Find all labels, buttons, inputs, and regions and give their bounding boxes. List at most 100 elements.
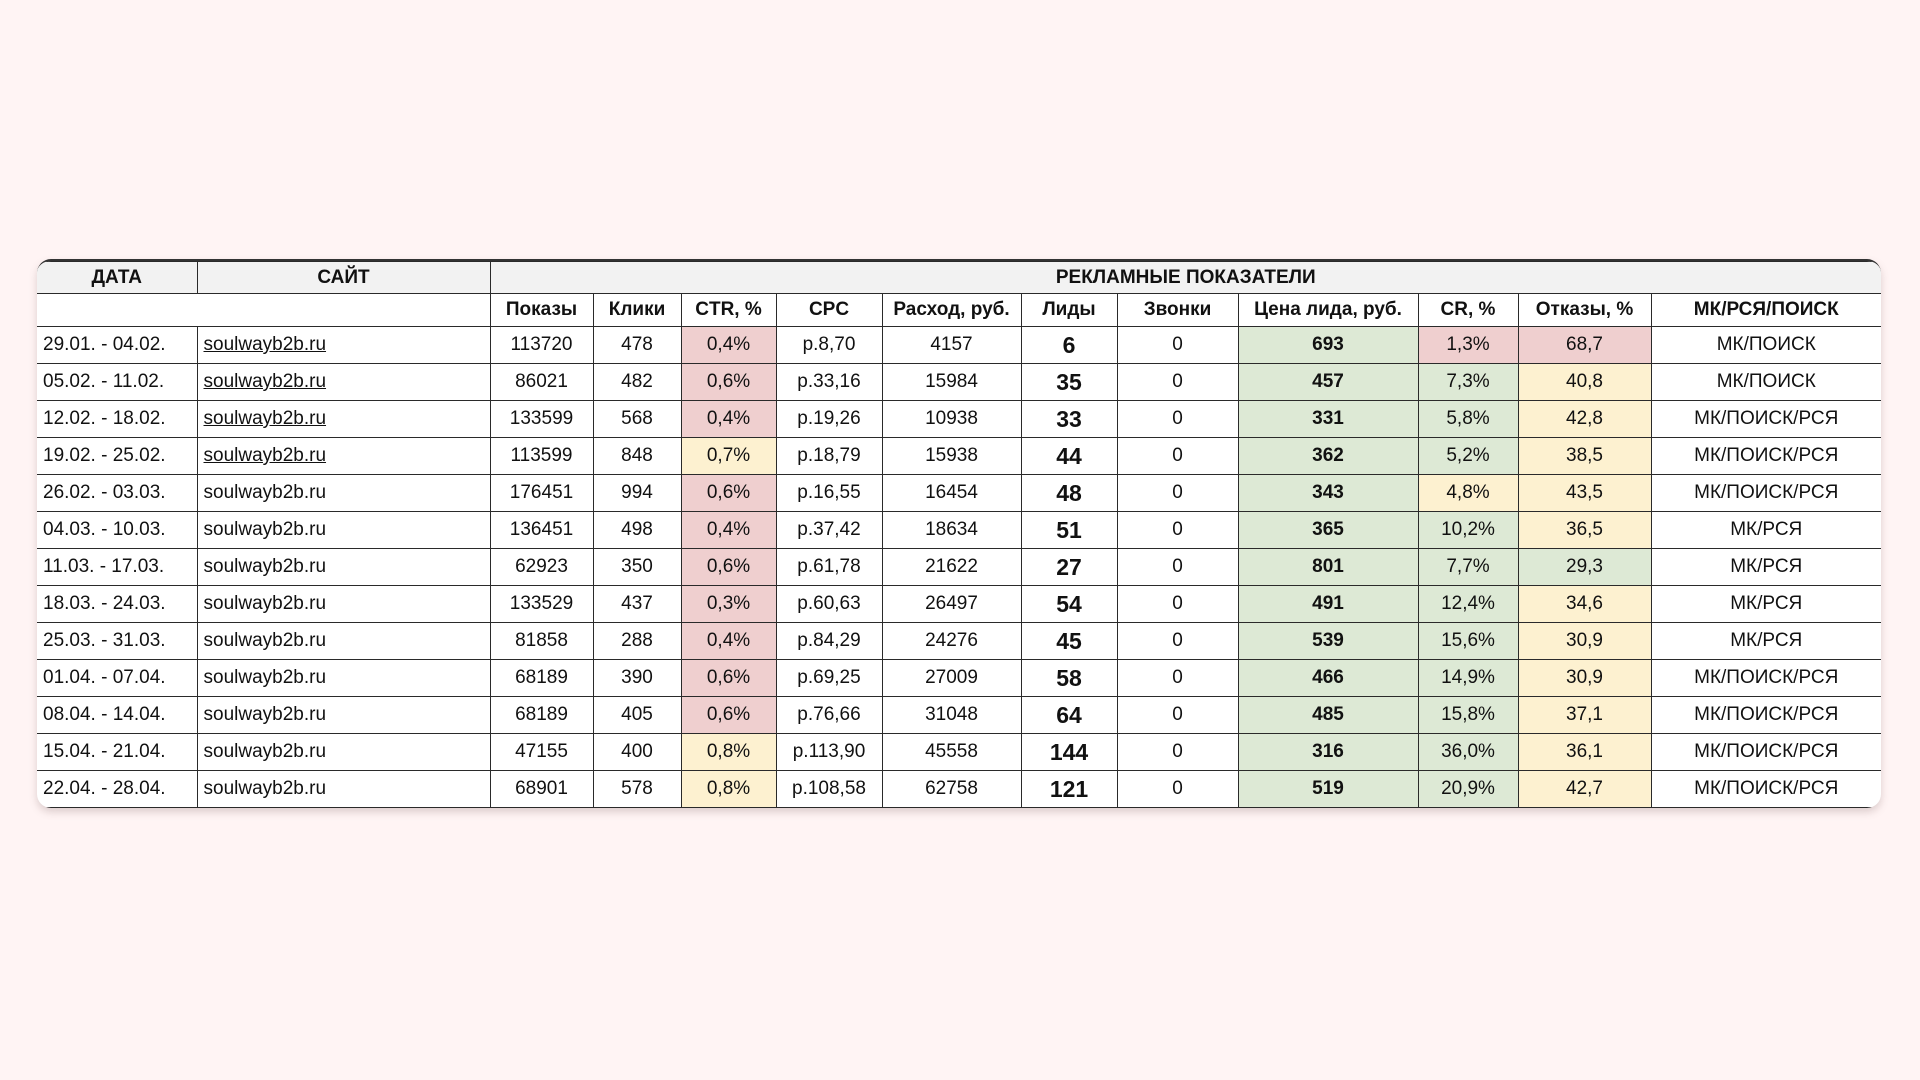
- shows-value: 113720: [510, 334, 573, 355]
- cell-bounce: 34,6: [1517, 585, 1652, 623]
- channel-value: МК/ПОИСК: [1716, 334, 1816, 355]
- price-value: 519: [1312, 778, 1344, 799]
- cell-price: 331: [1237, 400, 1419, 438]
- cpc-value: р.33,16: [797, 371, 861, 392]
- bounce-value: 37,1: [1566, 704, 1603, 725]
- leads-value: 58: [1056, 664, 1082, 691]
- cell-cr: 10,2%: [1417, 511, 1519, 549]
- cell-cr: 4,8%: [1417, 474, 1519, 512]
- bounce-value: 40,8: [1566, 371, 1603, 392]
- cell-date: 08.04. - 14.04.: [37, 696, 198, 734]
- cpc-value: р.108,58: [792, 778, 866, 799]
- column-header-shows: Показы: [489, 293, 594, 327]
- cell-bounce: 36,1: [1517, 733, 1652, 771]
- price-value: 491: [1312, 593, 1344, 614]
- cell-date: 15.04. - 21.04.: [37, 733, 198, 771]
- column-header-lead-price: Цена лида, руб.: [1237, 293, 1419, 327]
- cell-cr: 15,8%: [1417, 696, 1519, 734]
- cell-channel: МК/ПОИСК/РСЯ: [1650, 696, 1881, 734]
- cell-bounce: 29,3: [1517, 548, 1652, 586]
- cell-shows: 86021: [489, 363, 594, 401]
- table-row: 01.04. - 07.04. soulwayb2b.ru 68189 390 0,6%…: [37, 659, 1881, 697]
- date-value: 26.02. - 03.03.: [43, 482, 166, 503]
- cell-clicks: 390: [592, 659, 682, 697]
- header-row: ДАТА САЙТ РЕКЛАМНЫЕ ПОКАЗАТЕЛИ: [37, 261, 1881, 294]
- cr-value: 14,9%: [1441, 667, 1495, 688]
- cell-cpc: р.16,55: [775, 474, 883, 512]
- cell-date: 12.02. - 18.02.: [37, 400, 198, 438]
- cell-site: soulwayb2b.ru: [196, 548, 491, 586]
- clicks-value: 400: [621, 741, 653, 762]
- ctr-value: 0,6%: [706, 704, 751, 725]
- ctr-value: 0,4%: [706, 408, 751, 429]
- cr-value: 7,3%: [1446, 371, 1490, 392]
- cell-calls: 0: [1116, 770, 1239, 808]
- table-row: 18.03. - 24.03. soulwayb2b.ru 133529 437 0,3…: [37, 585, 1881, 623]
- table-row: 29.01. - 04.02. soulwayb2b.ru 113720 478 0,4…: [37, 326, 1881, 364]
- cell-cpc: р.108,58: [775, 770, 883, 808]
- site-link[interactable]: soulwayb2b.ru: [203, 445, 327, 466]
- cell-calls: 0: [1116, 622, 1239, 660]
- clicks-value: 848: [621, 445, 653, 466]
- shows-value: 81858: [515, 630, 568, 651]
- cr-value: 20,9%: [1441, 778, 1495, 799]
- header-date: ДАТА: [37, 261, 198, 294]
- clicks-value: 350: [621, 556, 653, 577]
- ctr-value: 0,6%: [706, 667, 751, 688]
- cell-site: soulwayb2b.ru: [196, 733, 491, 771]
- cell-spend: 4157: [881, 326, 1022, 364]
- spend-value: 15938: [925, 445, 978, 466]
- cell-cr: 1,3%: [1417, 326, 1519, 364]
- calls-value: 0: [1172, 445, 1183, 466]
- site-link[interactable]: soulwayb2b.ru: [203, 334, 327, 355]
- table-row: 11.03. - 17.03. soulwayb2b.ru 62923 350 0,6%…: [37, 548, 1881, 586]
- clicks-value: 390: [621, 667, 653, 688]
- ad-metrics-table: ДАТА САЙТ РЕКЛАМНЫЕ ПОКАЗАТЕЛИ Показы Кли…: [37, 261, 1881, 808]
- cell-cpc: р.33,16: [775, 363, 883, 401]
- cell-price: 362: [1237, 437, 1419, 475]
- clicks-value: 568: [621, 408, 653, 429]
- date-value: 18.03. - 24.03.: [43, 593, 166, 614]
- price-value: 466: [1312, 667, 1344, 688]
- cell-calls: 0: [1116, 326, 1239, 364]
- table-row: 26.02. - 03.03. soulwayb2b.ru 176451 994 0,6…: [37, 474, 1881, 512]
- cell-price: 457: [1237, 363, 1419, 401]
- cell-bounce: 68,7: [1517, 326, 1652, 364]
- cell-site: soulwayb2b.ru: [196, 622, 491, 660]
- site-text: soulwayb2b.ru: [203, 630, 327, 651]
- cell-date: 19.02. - 25.02.: [37, 437, 198, 475]
- site-link[interactable]: soulwayb2b.ru: [203, 408, 327, 429]
- cell-site: soulwayb2b.ru: [196, 511, 491, 549]
- bounce-value: 36,5: [1566, 519, 1603, 540]
- channel-value: МК/ПОИСК/РСЯ: [1694, 778, 1839, 799]
- cr-value: 15,6%: [1441, 630, 1495, 651]
- cell-price: 693: [1237, 326, 1419, 364]
- cell-site: soulwayb2b.ru: [196, 474, 491, 512]
- cell-calls: 0: [1116, 511, 1239, 549]
- cell-ctr: 0,4%: [680, 511, 777, 549]
- table-row: 08.04. - 14.04. soulwayb2b.ru 68189 405 0,6%…: [37, 696, 1881, 734]
- price-value: 539: [1312, 630, 1344, 651]
- cell-cpc: р.19,26: [775, 400, 883, 438]
- leads-value: 33: [1056, 405, 1082, 432]
- cell-cpc: р.60,63: [775, 585, 883, 623]
- cell-clicks: 578: [592, 770, 682, 808]
- cell-leads: 48: [1020, 474, 1118, 512]
- cpc-value: р.60,63: [797, 593, 861, 614]
- cell-channel: МК/ПОИСК/РСЯ: [1650, 400, 1881, 438]
- cell-date: 01.04. - 07.04.: [37, 659, 198, 697]
- leads-value: 121: [1049, 775, 1089, 802]
- cell-clicks: 848: [592, 437, 682, 475]
- cell-clicks: 498: [592, 511, 682, 549]
- ctr-value: 0,3%: [706, 593, 751, 614]
- column-header-cr: CR, %: [1417, 293, 1519, 327]
- date-value: 12.02. - 18.02.: [43, 408, 166, 429]
- site-link[interactable]: soulwayb2b.ru: [203, 371, 327, 392]
- cell-cpc: р.69,25: [775, 659, 883, 697]
- column-header-ctr: CTR, %: [680, 293, 777, 327]
- column-header-cpc: CPC: [775, 293, 883, 327]
- cell-leads: 44: [1020, 437, 1118, 475]
- cpc-value: р.8,70: [802, 334, 856, 355]
- column-header-clicks: Клики: [592, 293, 682, 327]
- shows-value: 113599: [510, 445, 573, 466]
